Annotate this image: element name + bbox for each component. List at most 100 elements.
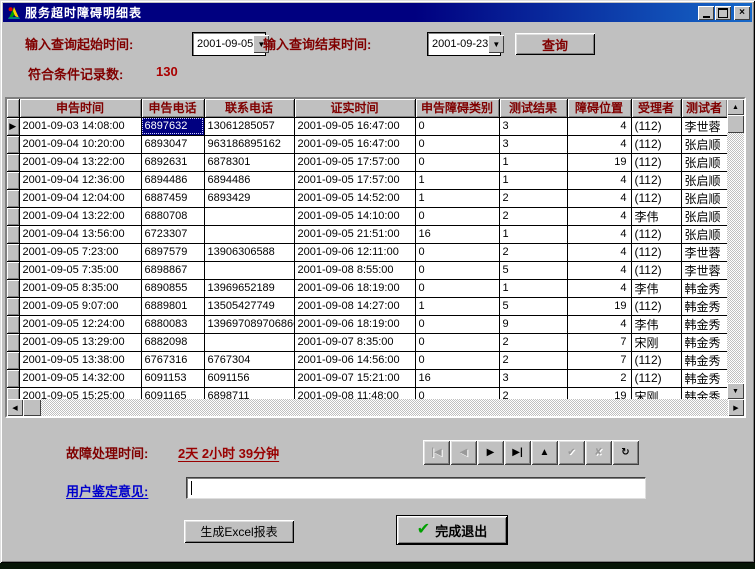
cell[interactable]: 4: [567, 171, 632, 190]
cell[interactable]: 4: [567, 261, 632, 280]
cell[interactable]: 张启顺: [681, 207, 728, 226]
cell[interactable]: 2001-09-05 13:29:00: [19, 333, 142, 352]
cell[interactable]: 139697089706866: [204, 315, 295, 334]
cell[interactable]: 3: [499, 135, 568, 154]
vertical-scroll-thumb[interactable]: [727, 115, 744, 133]
end-date-dropdown-button[interactable]: ▼: [488, 35, 505, 53]
column-header-4[interactable]: 申告障碍类别: [415, 99, 500, 118]
cell[interactable]: 1: [415, 189, 500, 208]
cell[interactable]: 2001-09-05 21:51:00: [294, 225, 416, 244]
cell[interactable]: 2: [499, 207, 568, 226]
cell[interactable]: 6880708: [141, 207, 205, 226]
cell[interactable]: 2: [499, 333, 568, 352]
cell[interactable]: 4: [567, 135, 632, 154]
cell[interactable]: 韩金秀: [681, 333, 728, 352]
cell[interactable]: 0: [415, 243, 500, 262]
cell[interactable]: 13906306588: [204, 243, 295, 262]
cell[interactable]: 6767316: [141, 351, 205, 370]
cell[interactable]: 6878301: [204, 153, 295, 172]
query-button[interactable]: 查询: [515, 33, 595, 55]
cell[interactable]: 6897579: [141, 243, 205, 262]
cell[interactable]: 6894486: [141, 171, 205, 190]
cell[interactable]: 0: [415, 351, 500, 370]
cell[interactable]: 韩金秀: [681, 279, 728, 298]
vertical-scroll-track[interactable]: [727, 133, 744, 383]
horizontal-scroll-track[interactable]: [41, 399, 728, 416]
cell[interactable]: 19: [567, 153, 632, 172]
cell[interactable]: 2001-09-06 18:19:00: [294, 315, 416, 334]
row-indicator[interactable]: [7, 243, 20, 262]
cell[interactable]: 2001-09-05 14:32:00: [19, 369, 142, 388]
start-date-dropdown-button[interactable]: ▼: [253, 35, 270, 53]
cell[interactable]: [204, 225, 295, 244]
cell[interactable]: 张启顺: [681, 135, 728, 154]
cell[interactable]: [204, 333, 295, 352]
cell[interactable]: 2001-09-05 7:35:00: [19, 261, 142, 280]
cell[interactable]: 16: [415, 225, 500, 244]
cell[interactable]: 1: [499, 225, 568, 244]
cell[interactable]: (112): [631, 369, 682, 388]
cell[interactable]: 2001-09-04 13:22:00: [19, 153, 142, 172]
cell[interactable]: 963186895162: [204, 135, 295, 154]
cell[interactable]: 6091156: [204, 369, 295, 388]
column-header-2[interactable]: 联系电话: [204, 99, 295, 118]
cell[interactable]: 2001-09-06 14:56:00: [294, 351, 416, 370]
row-indicator[interactable]: [7, 135, 20, 154]
row-indicator[interactable]: [7, 369, 20, 388]
cell[interactable]: (112): [631, 153, 682, 172]
cell[interactable]: 6889801: [141, 297, 205, 316]
cell[interactable]: 韩金秀: [681, 315, 728, 334]
cell[interactable]: (112): [631, 225, 682, 244]
cell[interactable]: (112): [631, 297, 682, 316]
cell[interactable]: 13969652189: [204, 279, 295, 298]
cell[interactable]: 4: [567, 189, 632, 208]
cell[interactable]: 2001-09-08 8:55:00: [294, 261, 416, 280]
cell[interactable]: 0: [415, 333, 500, 352]
cell[interactable]: 5: [499, 261, 568, 280]
cell[interactable]: 李伟: [631, 207, 682, 226]
cell[interactable]: 1: [499, 171, 568, 190]
cell[interactable]: 李伟: [631, 315, 682, 334]
cell[interactable]: 2001-09-04 13:56:00: [19, 225, 142, 244]
cell[interactable]: 李世蓉: [681, 243, 728, 262]
cell[interactable]: 2001-09-04 12:04:00: [19, 189, 142, 208]
cell[interactable]: 2001-09-05 14:10:00: [294, 207, 416, 226]
row-indicator[interactable]: ▶: [7, 117, 20, 136]
end-date-combobox[interactable]: 2001-09-23 ▼: [427, 32, 505, 56]
cell[interactable]: 1: [415, 297, 500, 316]
cell[interactable]: 张启顺: [681, 225, 728, 244]
cell[interactable]: 2001-09-04 12:36:00: [19, 171, 142, 190]
cell[interactable]: 李世蓉: [681, 261, 728, 280]
cell[interactable]: 4: [567, 117, 632, 136]
cell[interactable]: 4: [567, 225, 632, 244]
cell[interactable]: 2001-09-05 9:07:00: [19, 297, 142, 316]
row-indicator[interactable]: [7, 171, 20, 190]
cell[interactable]: 2001-09-04 13:22:00: [19, 207, 142, 226]
cell[interactable]: 4: [567, 207, 632, 226]
cell[interactable]: 6894486: [204, 171, 295, 190]
cell[interactable]: 19: [567, 297, 632, 316]
cell[interactable]: 0: [415, 207, 500, 226]
cell[interactable]: 2001-09-06 12:11:00: [294, 243, 416, 262]
cell[interactable]: 2001-09-08 14:27:00: [294, 297, 416, 316]
cell[interactable]: 7: [567, 351, 632, 370]
cell[interactable]: 2001-09-05 13:38:00: [19, 351, 142, 370]
cell[interactable]: 6898867: [141, 261, 205, 280]
cell[interactable]: 3: [499, 117, 568, 136]
row-indicator[interactable]: [7, 261, 20, 280]
start-date-combobox[interactable]: 2001-09-05 ▼: [192, 32, 270, 56]
exit-button[interactable]: ✔ 完成退出: [396, 515, 508, 545]
cell[interactable]: 0: [415, 315, 500, 334]
column-header-5[interactable]: 测试结果: [499, 99, 568, 118]
cell[interactable]: 6897632: [141, 117, 205, 136]
row-indicator[interactable]: [7, 225, 20, 244]
vertical-scrollbar[interactable]: ▲ ▼: [727, 99, 744, 399]
scroll-up-button[interactable]: ▲: [727, 99, 744, 115]
cell[interactable]: (112): [631, 351, 682, 370]
column-header-7[interactable]: 受理者: [631, 99, 682, 118]
cell[interactable]: 2001-09-05 7:23:00: [19, 243, 142, 262]
cell[interactable]: (112): [631, 117, 682, 136]
row-indicator[interactable]: [7, 351, 20, 370]
cell[interactable]: 6091153: [141, 369, 205, 388]
cell[interactable]: 2: [567, 369, 632, 388]
